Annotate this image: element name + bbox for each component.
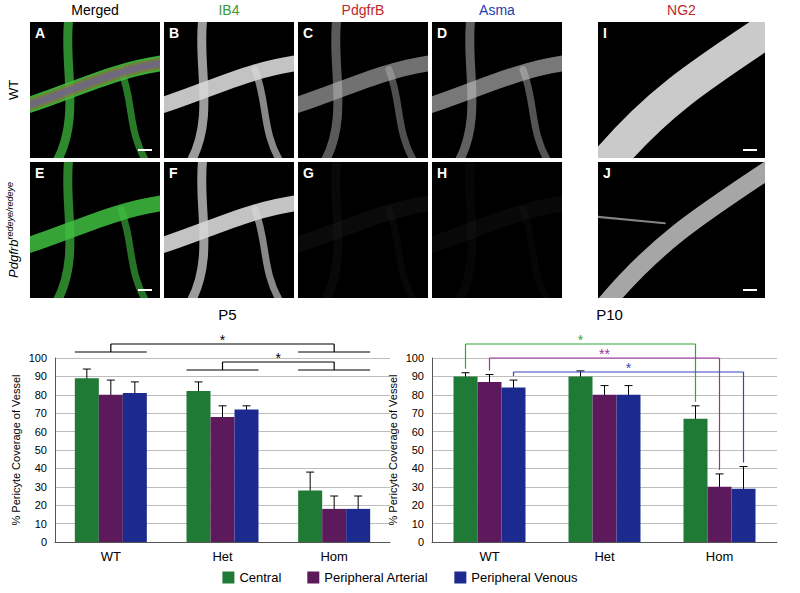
svg-text:100: 100 <box>29 352 47 364</box>
svg-text:WT: WT <box>101 549 121 564</box>
svg-text:10: 10 <box>35 518 47 530</box>
svg-text:20: 20 <box>35 499 47 511</box>
svg-text:WT: WT <box>6 80 21 100</box>
svg-text:H: H <box>437 165 447 181</box>
svg-text:B: B <box>169 25 179 41</box>
svg-text:P5: P5 <box>218 306 236 323</box>
svg-text:40: 40 <box>412 462 424 474</box>
svg-text:Asma: Asma <box>479 2 515 18</box>
svg-text:I: I <box>603 25 607 41</box>
svg-text:A: A <box>35 25 45 41</box>
svg-text:80: 80 <box>412 389 424 401</box>
svg-text:Merged: Merged <box>71 2 118 18</box>
svg-text:*: * <box>626 360 632 376</box>
svg-text:80: 80 <box>35 389 47 401</box>
svg-text:IB4: IB4 <box>218 2 239 18</box>
svg-text:90: 90 <box>412 370 424 382</box>
svg-text:Het: Het <box>594 549 615 564</box>
svg-text:50: 50 <box>35 444 47 456</box>
svg-text:D: D <box>437 25 447 41</box>
svg-text:Hom: Hom <box>320 549 347 564</box>
svg-text:10: 10 <box>412 518 424 530</box>
svg-text:90: 90 <box>35 370 47 382</box>
svg-text:*: * <box>220 332 226 348</box>
svg-text:Het: Het <box>212 549 233 564</box>
svg-text:50: 50 <box>412 444 424 456</box>
svg-text:G: G <box>303 165 314 181</box>
svg-text:E: E <box>35 165 44 181</box>
svg-text:60: 60 <box>35 426 47 438</box>
svg-text:70: 70 <box>35 407 47 419</box>
svg-text:*: * <box>276 350 282 366</box>
svg-text:J: J <box>603 165 611 181</box>
svg-text:WT: WT <box>479 549 499 564</box>
svg-text:PdgfrB: PdgfrB <box>342 2 385 18</box>
svg-text:40: 40 <box>35 462 47 474</box>
svg-text:P10: P10 <box>596 306 623 323</box>
svg-text:Hom: Hom <box>706 549 733 564</box>
svg-text:Pdgfrbredeye/redeye: Pdgfrbredeye/redeye <box>5 182 21 278</box>
svg-text:100: 100 <box>406 352 424 364</box>
svg-text:Peripheral Venous: Peripheral Venous <box>471 570 578 585</box>
svg-text:NG2: NG2 <box>667 2 696 18</box>
svg-text:F: F <box>169 165 178 181</box>
svg-text:% Pericyte Coverage of Vessel: % Pericyte Coverage of Vessel <box>10 374 22 525</box>
svg-text:20: 20 <box>412 499 424 511</box>
svg-text:30: 30 <box>412 481 424 493</box>
svg-text:70: 70 <box>412 407 424 419</box>
svg-text:% Pericyte Coverage of Vessel: % Pericyte Coverage of Vessel <box>387 374 399 525</box>
svg-text:C: C <box>303 25 313 41</box>
svg-text:Peripheral Arterial: Peripheral Arterial <box>324 570 427 585</box>
svg-text:0: 0 <box>418 536 424 548</box>
svg-text:30: 30 <box>35 481 47 493</box>
svg-text:*: * <box>578 332 584 348</box>
svg-text:0: 0 <box>41 536 47 548</box>
svg-text:60: 60 <box>412 426 424 438</box>
svg-text:Central: Central <box>239 570 281 585</box>
svg-text:**: ** <box>599 346 610 362</box>
